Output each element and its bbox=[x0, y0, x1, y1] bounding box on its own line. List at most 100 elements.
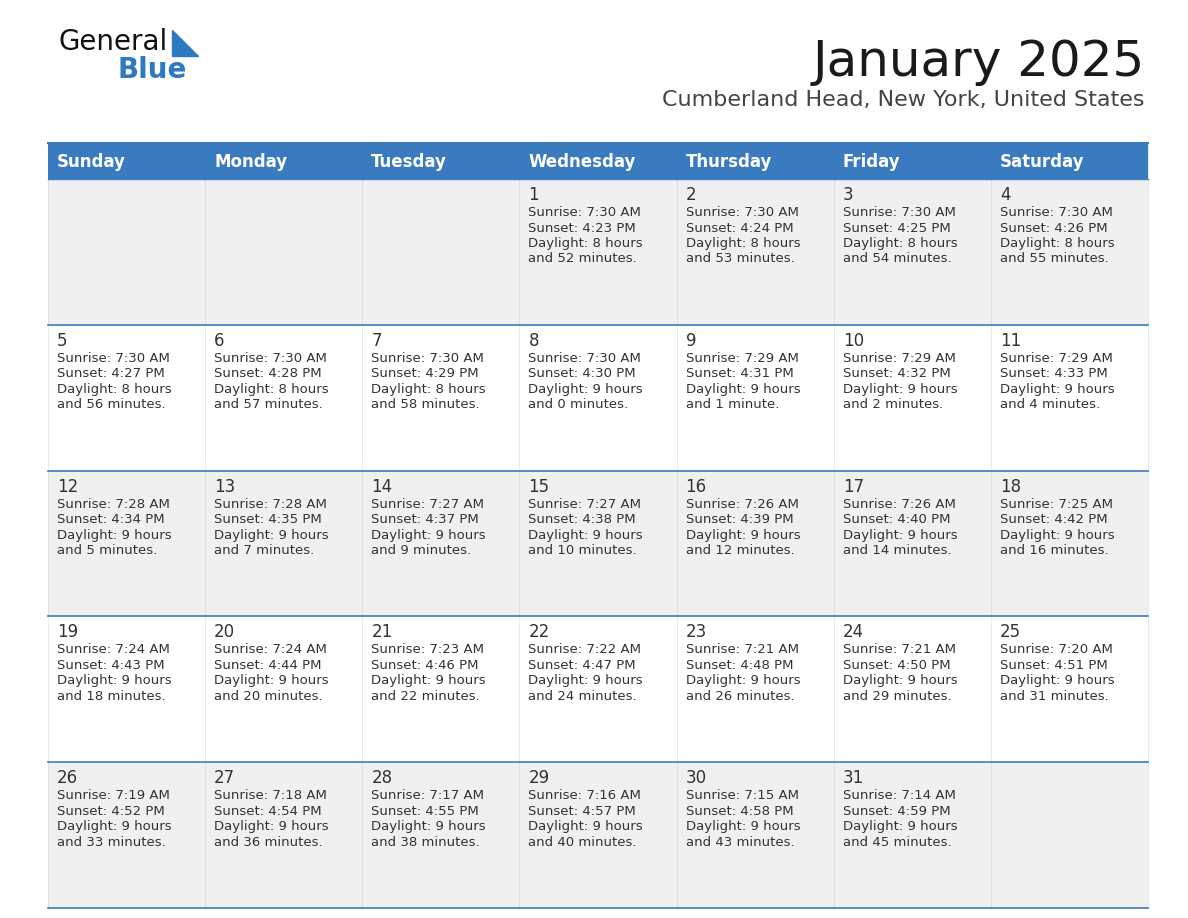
Text: and 38 minutes.: and 38 minutes. bbox=[372, 835, 480, 849]
Bar bbox=[677, 616, 834, 762]
Text: Sunrise: 7:24 AM: Sunrise: 7:24 AM bbox=[214, 644, 327, 656]
Text: Sunset: 4:34 PM: Sunset: 4:34 PM bbox=[57, 513, 165, 526]
Bar bbox=[991, 325, 1148, 471]
Text: Sunrise: 7:30 AM: Sunrise: 7:30 AM bbox=[842, 206, 955, 219]
Text: 6: 6 bbox=[214, 331, 225, 350]
Bar bbox=[362, 143, 519, 179]
Text: Sunrise: 7:30 AM: Sunrise: 7:30 AM bbox=[1000, 206, 1113, 219]
Text: 20: 20 bbox=[214, 623, 235, 642]
Text: Daylight: 9 hours: Daylight: 9 hours bbox=[842, 383, 958, 396]
Bar bbox=[206, 325, 362, 471]
Text: 14: 14 bbox=[372, 477, 392, 496]
Text: Sunrise: 7:15 AM: Sunrise: 7:15 AM bbox=[685, 789, 798, 802]
Bar bbox=[362, 471, 519, 616]
Bar bbox=[519, 325, 677, 471]
Bar bbox=[991, 762, 1148, 908]
Text: 9: 9 bbox=[685, 331, 696, 350]
Text: 7: 7 bbox=[372, 331, 381, 350]
Text: 12: 12 bbox=[57, 477, 78, 496]
Text: and 53 minutes.: and 53 minutes. bbox=[685, 252, 795, 265]
Text: Saturday: Saturday bbox=[1000, 153, 1085, 171]
Text: Sunrise: 7:25 AM: Sunrise: 7:25 AM bbox=[1000, 498, 1113, 510]
Bar bbox=[48, 471, 206, 616]
Text: 28: 28 bbox=[372, 769, 392, 788]
Bar bbox=[991, 179, 1148, 325]
Text: Sunrise: 7:29 AM: Sunrise: 7:29 AM bbox=[1000, 352, 1113, 364]
Text: Sunrise: 7:29 AM: Sunrise: 7:29 AM bbox=[842, 352, 955, 364]
Text: Sunrise: 7:16 AM: Sunrise: 7:16 AM bbox=[529, 789, 642, 802]
Text: and 40 minutes.: and 40 minutes. bbox=[529, 835, 637, 849]
Text: 1: 1 bbox=[529, 186, 539, 204]
Text: General: General bbox=[58, 28, 168, 56]
Text: 13: 13 bbox=[214, 477, 235, 496]
Text: and 4 minutes.: and 4 minutes. bbox=[1000, 398, 1100, 411]
Text: Sunset: 4:52 PM: Sunset: 4:52 PM bbox=[57, 805, 165, 818]
Text: 18: 18 bbox=[1000, 477, 1020, 496]
Text: and 57 minutes.: and 57 minutes. bbox=[214, 398, 323, 411]
Text: 21: 21 bbox=[372, 623, 392, 642]
Bar bbox=[834, 325, 991, 471]
Text: Sunrise: 7:28 AM: Sunrise: 7:28 AM bbox=[57, 498, 170, 510]
Text: Sunset: 4:47 PM: Sunset: 4:47 PM bbox=[529, 659, 636, 672]
Text: Sunset: 4:44 PM: Sunset: 4:44 PM bbox=[214, 659, 322, 672]
Text: Daylight: 9 hours: Daylight: 9 hours bbox=[842, 529, 958, 542]
Bar bbox=[48, 762, 206, 908]
Text: Sunset: 4:38 PM: Sunset: 4:38 PM bbox=[529, 513, 636, 526]
Text: Daylight: 9 hours: Daylight: 9 hours bbox=[529, 529, 643, 542]
Text: Sunset: 4:51 PM: Sunset: 4:51 PM bbox=[1000, 659, 1107, 672]
Text: Sunset: 4:27 PM: Sunset: 4:27 PM bbox=[57, 367, 165, 380]
Text: Sunset: 4:29 PM: Sunset: 4:29 PM bbox=[372, 367, 479, 380]
Text: Daylight: 9 hours: Daylight: 9 hours bbox=[1000, 383, 1114, 396]
Text: Sunset: 4:35 PM: Sunset: 4:35 PM bbox=[214, 513, 322, 526]
Text: and 52 minutes.: and 52 minutes. bbox=[529, 252, 637, 265]
Bar bbox=[834, 471, 991, 616]
Text: Sunset: 4:23 PM: Sunset: 4:23 PM bbox=[529, 221, 637, 234]
Text: Sunrise: 7:24 AM: Sunrise: 7:24 AM bbox=[57, 644, 170, 656]
Bar bbox=[834, 762, 991, 908]
Text: Sunset: 4:33 PM: Sunset: 4:33 PM bbox=[1000, 367, 1107, 380]
Text: Sunset: 4:26 PM: Sunset: 4:26 PM bbox=[1000, 221, 1107, 234]
Text: Sunset: 4:31 PM: Sunset: 4:31 PM bbox=[685, 367, 794, 380]
Text: and 43 minutes.: and 43 minutes. bbox=[685, 835, 795, 849]
Bar bbox=[362, 762, 519, 908]
Bar bbox=[677, 471, 834, 616]
Text: 17: 17 bbox=[842, 477, 864, 496]
Text: and 10 minutes.: and 10 minutes. bbox=[529, 544, 637, 557]
Text: Sunrise: 7:30 AM: Sunrise: 7:30 AM bbox=[372, 352, 485, 364]
Text: Sunset: 4:48 PM: Sunset: 4:48 PM bbox=[685, 659, 794, 672]
Text: and 2 minutes.: and 2 minutes. bbox=[842, 398, 943, 411]
Text: Daylight: 9 hours: Daylight: 9 hours bbox=[685, 675, 801, 688]
Text: Sunset: 4:57 PM: Sunset: 4:57 PM bbox=[529, 805, 637, 818]
Text: Daylight: 9 hours: Daylight: 9 hours bbox=[685, 383, 801, 396]
Text: Daylight: 9 hours: Daylight: 9 hours bbox=[214, 675, 329, 688]
Bar bbox=[206, 616, 362, 762]
Text: and 58 minutes.: and 58 minutes. bbox=[372, 398, 480, 411]
Text: Sunrise: 7:27 AM: Sunrise: 7:27 AM bbox=[529, 498, 642, 510]
Text: Blue: Blue bbox=[118, 56, 188, 84]
Text: Daylight: 9 hours: Daylight: 9 hours bbox=[372, 529, 486, 542]
Text: Sunrise: 7:21 AM: Sunrise: 7:21 AM bbox=[842, 644, 955, 656]
Text: 24: 24 bbox=[842, 623, 864, 642]
Text: 19: 19 bbox=[57, 623, 78, 642]
Text: Daylight: 9 hours: Daylight: 9 hours bbox=[372, 820, 486, 834]
Text: Sunrise: 7:20 AM: Sunrise: 7:20 AM bbox=[1000, 644, 1113, 656]
Bar bbox=[206, 471, 362, 616]
Text: Monday: Monday bbox=[214, 153, 287, 171]
Text: 30: 30 bbox=[685, 769, 707, 788]
Text: Daylight: 9 hours: Daylight: 9 hours bbox=[685, 820, 801, 834]
Text: and 20 minutes.: and 20 minutes. bbox=[214, 690, 323, 703]
Text: and 55 minutes.: and 55 minutes. bbox=[1000, 252, 1108, 265]
Text: Sunrise: 7:19 AM: Sunrise: 7:19 AM bbox=[57, 789, 170, 802]
Text: Sunrise: 7:30 AM: Sunrise: 7:30 AM bbox=[57, 352, 170, 364]
Text: 23: 23 bbox=[685, 623, 707, 642]
Text: and 54 minutes.: and 54 minutes. bbox=[842, 252, 952, 265]
Bar bbox=[519, 143, 677, 179]
Bar bbox=[519, 762, 677, 908]
Text: Cumberland Head, New York, United States: Cumberland Head, New York, United States bbox=[663, 90, 1145, 110]
Text: Daylight: 8 hours: Daylight: 8 hours bbox=[214, 383, 329, 396]
Text: and 31 minutes.: and 31 minutes. bbox=[1000, 690, 1108, 703]
Text: Thursday: Thursday bbox=[685, 153, 772, 171]
Text: Sunset: 4:58 PM: Sunset: 4:58 PM bbox=[685, 805, 794, 818]
Text: and 14 minutes.: and 14 minutes. bbox=[842, 544, 952, 557]
Bar bbox=[677, 179, 834, 325]
